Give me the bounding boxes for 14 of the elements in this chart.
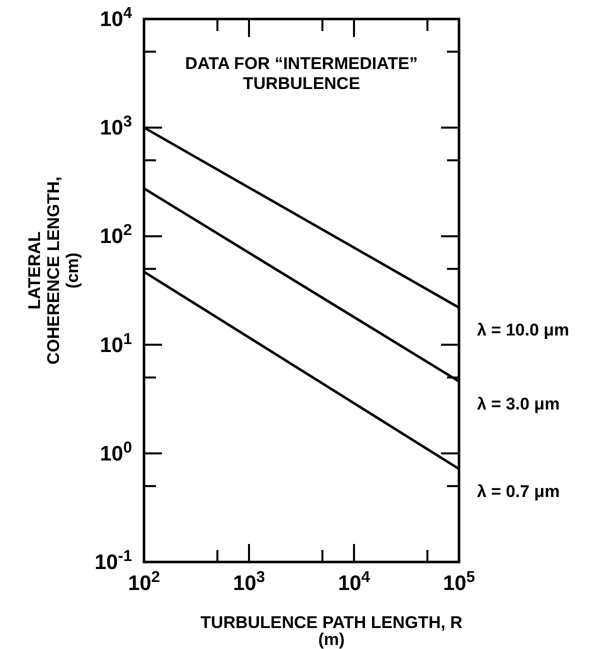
y-tick-label: 10$^{1}$ bbox=[100, 330, 132, 357]
series-label: λ = 10.0 μm bbox=[477, 320, 570, 340]
y-tick-label: 10$^{4}$ bbox=[100, 4, 132, 31]
x-tick-label: 10$^{5}$ bbox=[442, 568, 476, 595]
y-tick-label: 10$^{3}$ bbox=[100, 113, 132, 140]
x-tick-label: 10$^{4}$ bbox=[338, 568, 370, 595]
legend-label: λ = 0.7 μm bbox=[477, 482, 560, 501]
y-tick-label: 10$^{2}$ bbox=[100, 222, 132, 248]
y-axis-title: LATERAL COHERENCE LENGTH, (cm) bbox=[25, 176, 82, 364]
y-tick-label: 10$^{0}$ bbox=[100, 438, 132, 466]
x-tick-label: 10$^{3}$ bbox=[232, 568, 266, 595]
annotation: DATA FOR “INTERMEDIATE” TURBULENCE bbox=[185, 54, 418, 93]
series-label: λ = 3.0 μm bbox=[477, 394, 560, 414]
x-axis-title: TURBULENCE PATH LENGTH, R (m) bbox=[200, 613, 462, 649]
